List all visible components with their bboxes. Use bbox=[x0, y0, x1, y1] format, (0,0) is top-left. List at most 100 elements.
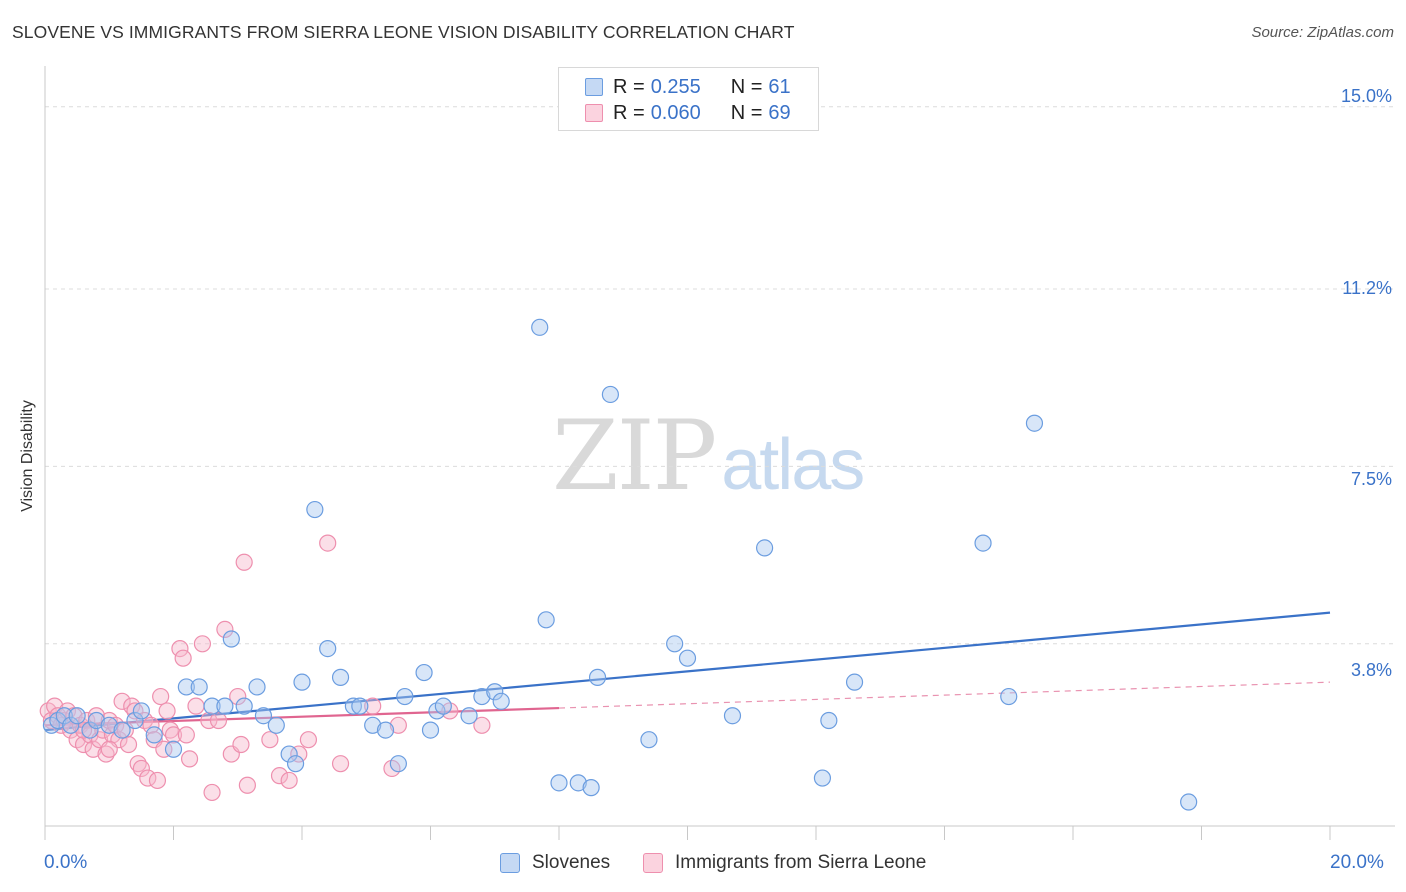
data-point-sierra-leone-11 bbox=[74, 735, 93, 754]
data-point-sierra-leone-29 bbox=[132, 759, 150, 778]
data-point-slovenes-21 bbox=[267, 716, 285, 734]
data-point-slovenes-26 bbox=[319, 639, 337, 658]
data-point-slovenes-55 bbox=[820, 711, 838, 730]
data-point-sierra-leone-55 bbox=[261, 731, 279, 749]
legend-n-value: 61 bbox=[768, 75, 791, 98]
data-point-slovenes-6 bbox=[87, 711, 106, 730]
legend-swatch-pink bbox=[585, 104, 603, 122]
data-point-slovenes-11 bbox=[145, 726, 163, 744]
data-point-sierra-leone-26 bbox=[123, 697, 141, 715]
legend-swatch-sierra-leone bbox=[643, 853, 663, 873]
series-legend: Slovenes Immigrants from Sierra Leone bbox=[0, 850, 1406, 878]
data-point-slovenes-45 bbox=[569, 774, 587, 792]
data-point-slovenes-50 bbox=[666, 635, 684, 653]
y-tick-label-7-5: 7.5% bbox=[1350, 469, 1392, 489]
data-point-sierra-leone-51 bbox=[229, 687, 247, 706]
x-tick-label-min: 0.0% bbox=[44, 852, 88, 873]
data-point-sierra-leone-12 bbox=[78, 711, 96, 730]
data-point-sierra-leone-42 bbox=[177, 726, 195, 744]
data-point-slovenes-39 bbox=[473, 687, 491, 706]
data-point-sierra-leone-56 bbox=[270, 767, 289, 785]
legend-row-slovenes: R = 0.255 N = 61 bbox=[585, 75, 791, 99]
data-point-slovenes-47 bbox=[588, 668, 607, 686]
legend-swatch-blue bbox=[585, 78, 603, 96]
data-point-slovenes-35 bbox=[421, 721, 440, 739]
legend-item-slovenes[interactable]: Slovenes bbox=[500, 852, 610, 874]
data-point-slovenes-9 bbox=[126, 711, 144, 730]
data-point-slovenes-53 bbox=[755, 539, 774, 557]
data-point-slovenes-49 bbox=[640, 731, 658, 749]
data-point-sierra-leone-43 bbox=[180, 750, 199, 768]
trend-line-sierra-leone-extension bbox=[558, 681, 1331, 709]
data-point-sierra-leone-46 bbox=[200, 711, 218, 730]
data-point-slovenes-52 bbox=[723, 707, 742, 725]
legend-r-label: R = bbox=[613, 101, 645, 124]
data-point-slovenes-2 bbox=[55, 707, 73, 725]
data-point-sierra-leone-37 bbox=[158, 702, 176, 720]
trend-line-sierra-leone bbox=[44, 706, 560, 727]
data-point-slovenes-51 bbox=[678, 649, 697, 667]
data-point-slovenes-4 bbox=[68, 707, 86, 725]
data-point-sierra-leone-52 bbox=[232, 735, 250, 754]
data-point-slovenes-13 bbox=[177, 678, 195, 696]
data-point-sierra-leone-58 bbox=[290, 745, 308, 763]
trend-line-slovenes bbox=[44, 611, 1331, 732]
data-point-slovenes-60 bbox=[1180, 793, 1198, 811]
data-point-slovenes-34 bbox=[415, 663, 433, 682]
legend-r-label: R = bbox=[613, 75, 645, 98]
data-point-slovenes-5 bbox=[81, 721, 99, 739]
legend-r-value: 0.255 bbox=[650, 75, 701, 98]
data-point-slovenes-57 bbox=[974, 534, 992, 552]
data-point-slovenes-44 bbox=[550, 774, 568, 792]
data-point-slovenes-27 bbox=[331, 668, 350, 686]
data-point-sierra-leone-60 bbox=[319, 534, 337, 552]
data-point-slovenes-3 bbox=[62, 716, 80, 734]
source-credit: Source: ZipAtlas.com bbox=[1251, 24, 1394, 41]
data-point-slovenes-19 bbox=[248, 678, 266, 696]
data-point-slovenes-56 bbox=[845, 673, 864, 691]
data-point-slovenes-31 bbox=[376, 721, 395, 739]
data-points bbox=[39, 318, 1198, 811]
data-point-sierra-leone-64 bbox=[389, 716, 407, 734]
data-point-slovenes-28 bbox=[344, 697, 362, 715]
data-point-sierra-leone-49 bbox=[216, 620, 234, 639]
axes bbox=[44, 66, 1395, 840]
data-point-slovenes-41 bbox=[492, 692, 510, 710]
legend-label-sierra-leone: Immigrants from Sierra Leone bbox=[675, 852, 927, 873]
data-point-sierra-leone-48 bbox=[209, 711, 228, 730]
data-point-sierra-leone-39 bbox=[164, 726, 183, 744]
data-point-slovenes-40 bbox=[486, 683, 504, 701]
chart-title: SLOVENE VS IMMIGRANTS FROM SIERRA LEONE … bbox=[12, 22, 795, 42]
x-tick-label-max: 20.0% bbox=[1330, 852, 1384, 873]
correlation-legend: R = 0.255 N = 61 R = 0.060 N = 69 bbox=[558, 67, 819, 131]
legend-n-label: N = bbox=[730, 101, 763, 124]
data-point-slovenes-46 bbox=[582, 779, 600, 797]
data-point-sierra-leone-15 bbox=[87, 707, 106, 725]
legend-swatch-slovenes bbox=[500, 853, 520, 873]
data-point-sierra-leone-57 bbox=[280, 771, 298, 790]
watermark-atlas: atlas bbox=[721, 425, 865, 505]
data-point-slovenes-25 bbox=[306, 500, 324, 519]
data-point-slovenes-22 bbox=[280, 745, 298, 763]
data-point-slovenes-24 bbox=[293, 673, 311, 691]
data-point-slovenes-37 bbox=[434, 697, 452, 715]
data-point-sierra-leone-7 bbox=[62, 721, 80, 739]
legend-label-slovenes: Slovenes bbox=[532, 852, 611, 873]
data-point-sierra-leone-35 bbox=[152, 687, 170, 706]
data-point-sierra-leone-4 bbox=[52, 716, 70, 734]
data-point-sierra-leone-59 bbox=[299, 731, 318, 749]
legend-item-sierra-leone[interactable]: Immigrants from Sierra Leone bbox=[643, 852, 926, 874]
data-point-sierra-leone-34 bbox=[148, 771, 167, 790]
data-point-sierra-leone-44 bbox=[187, 697, 205, 715]
watermark: ZIPatlas bbox=[552, 400, 865, 512]
data-point-sierra-leone-28 bbox=[129, 755, 147, 773]
data-point-sierra-leone-62 bbox=[364, 697, 382, 715]
data-point-slovenes-29 bbox=[351, 697, 369, 715]
data-point-sierra-leone-41 bbox=[174, 649, 192, 667]
y-tick-label-11-2: 11.2% bbox=[1342, 278, 1392, 298]
data-point-sierra-leone-23 bbox=[113, 692, 131, 710]
data-point-sierra-leone-40 bbox=[171, 639, 189, 658]
data-point-slovenes-38 bbox=[460, 707, 478, 725]
data-point-slovenes-30 bbox=[364, 716, 382, 734]
data-point-sierra-leone-25 bbox=[119, 735, 138, 754]
